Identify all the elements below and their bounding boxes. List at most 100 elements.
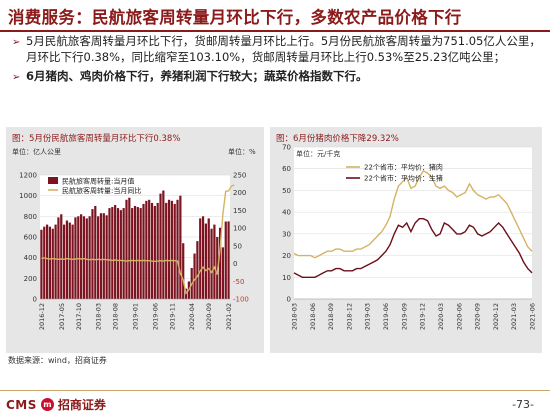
chart-panel-aviation: 图：5月份民航旅客周转量月环比下行0.38% 单位：亿人公里 单位：% 0 200 400…: [6, 127, 264, 353]
y-tick: 10: [282, 274, 291, 282]
bar: [165, 202, 168, 299]
bar: [139, 208, 142, 299]
bar: [108, 208, 111, 299]
y-tick: 30: [282, 230, 291, 238]
bar: [131, 208, 134, 299]
bar: [74, 217, 77, 299]
bar: [201, 216, 205, 299]
bar: [88, 216, 91, 299]
bar: [227, 221, 230, 299]
x-tick-label: 2021-02: [225, 303, 233, 330]
y-left-tick: 400: [24, 254, 37, 262]
bar: [114, 204, 117, 299]
plot-area: [294, 147, 532, 299]
x-tick-label: 2019-06: [382, 303, 390, 330]
chart-title: 图：5月份民航旅客周转量月环比下行0.38%: [12, 133, 180, 144]
bar: [167, 199, 171, 299]
bar: [162, 190, 165, 299]
bullet-text: 5月民航旅客周转量月环比下行，货邮周转量月环比上行。5月份民航旅客周转量为751…: [26, 34, 541, 64]
bar: [182, 243, 185, 299]
bar: [71, 224, 74, 299]
y-left-tick: 200: [24, 275, 37, 283]
brand-logo: CMS m 招商证券: [6, 396, 106, 413]
bar: [193, 253, 196, 299]
bar: [216, 237, 219, 299]
x-tick-label: 2019-09: [400, 303, 408, 330]
bar: [116, 208, 120, 299]
bar: [60, 214, 63, 299]
bar: [51, 228, 54, 299]
x-tick-label: 2018-12: [345, 303, 353, 330]
x-tick-label: 2018-09: [327, 303, 335, 330]
bar: [136, 207, 139, 299]
bar: [80, 214, 83, 299]
bar: [224, 221, 227, 299]
bar: [119, 210, 122, 299]
bar: [99, 213, 103, 299]
x-tick-label: 2021-03: [510, 303, 518, 330]
x-tick-label: 2018-03: [291, 303, 299, 330]
x-tick-label: 2019-03: [364, 303, 372, 330]
x-tick-label: 2020-06: [455, 303, 463, 330]
bar: [102, 213, 105, 299]
bar: [148, 199, 151, 299]
chart-title: 图：6月份猪肉价格下降29.32%: [276, 133, 399, 144]
y-left-tick: 800: [24, 213, 37, 221]
bullet-item-2: ➢ 6月猪肉、鸡肉价格下行，养猪利润下行较大；蔬菜价格指数下行。: [12, 69, 542, 86]
bar: [122, 208, 125, 299]
y-tick: 0: [287, 296, 291, 304]
bar: [48, 226, 52, 299]
brand-seal-icon: m: [40, 398, 54, 411]
bar: [40, 229, 43, 299]
axis-unit: 单位：元/千克: [296, 149, 340, 158]
x-tick-label: 2020-04: [188, 303, 196, 330]
y-right-tick: 150: [233, 207, 246, 215]
y-right-tick: 0: [233, 260, 237, 268]
x-tick-label: 2017-05: [58, 303, 66, 330]
brand-name: CMS: [6, 397, 37, 412]
x-tick-label: 2021-06: [529, 303, 537, 330]
bullet-arrow-icon: ➢: [12, 37, 21, 48]
legend-label: 22个省市：平均价：猪肉: [364, 163, 443, 172]
y-right-tick: -100: [233, 296, 249, 304]
x-tick-label: 2020-12: [492, 303, 500, 330]
left-axis-unit: 单位：亿人公里: [12, 147, 61, 156]
y-left-tick: 1200: [19, 172, 37, 180]
bar: [156, 202, 159, 299]
y-tick: 20: [282, 252, 291, 260]
page-number: -73-: [512, 398, 534, 411]
x-tick-label: 2019-06: [151, 303, 159, 330]
y-right-tick: 200: [233, 189, 246, 197]
bullet-arrow-icon: ➢: [12, 72, 21, 83]
x-tick-label: 2020-09: [474, 303, 482, 330]
bar: [221, 247, 225, 299]
bar: [204, 223, 208, 299]
chart-panel-pork: 图：6月份猪肉价格下降29.32% 单位：元/千克 0 10 20 30 40 50 60 70 2…: [270, 127, 542, 353]
series-line-pork: [293, 169, 533, 259]
y-right-tick: 250: [233, 172, 246, 180]
bar: [94, 206, 97, 299]
bar: [173, 203, 176, 299]
bar: [207, 218, 210, 299]
x-tick-label: 2019-11: [168, 303, 176, 330]
data-source: 数据来源：wind，招商证券: [8, 356, 107, 365]
x-tick-label: 2017-10: [75, 303, 83, 330]
bar: [145, 200, 148, 299]
bar: [111, 207, 114, 299]
legend-swatch-bar: [48, 177, 58, 184]
x-tick-label: 2018-08: [112, 303, 120, 330]
bar: [133, 206, 137, 299]
bar: [97, 216, 100, 299]
y-tick: 50: [282, 187, 291, 195]
bar: [153, 206, 156, 299]
y-left-tick: 1000: [19, 192, 37, 200]
bar: [57, 217, 60, 299]
x-tick-label: 2018-03: [95, 303, 103, 330]
bar: [43, 226, 46, 299]
bar: [176, 199, 179, 299]
y-right-tick: 50: [233, 242, 242, 250]
legend-label: 民航旅客周转量:当月同比: [62, 186, 141, 195]
title-divider: [0, 30, 550, 32]
bar: [142, 203, 145, 299]
bar: [210, 228, 213, 299]
